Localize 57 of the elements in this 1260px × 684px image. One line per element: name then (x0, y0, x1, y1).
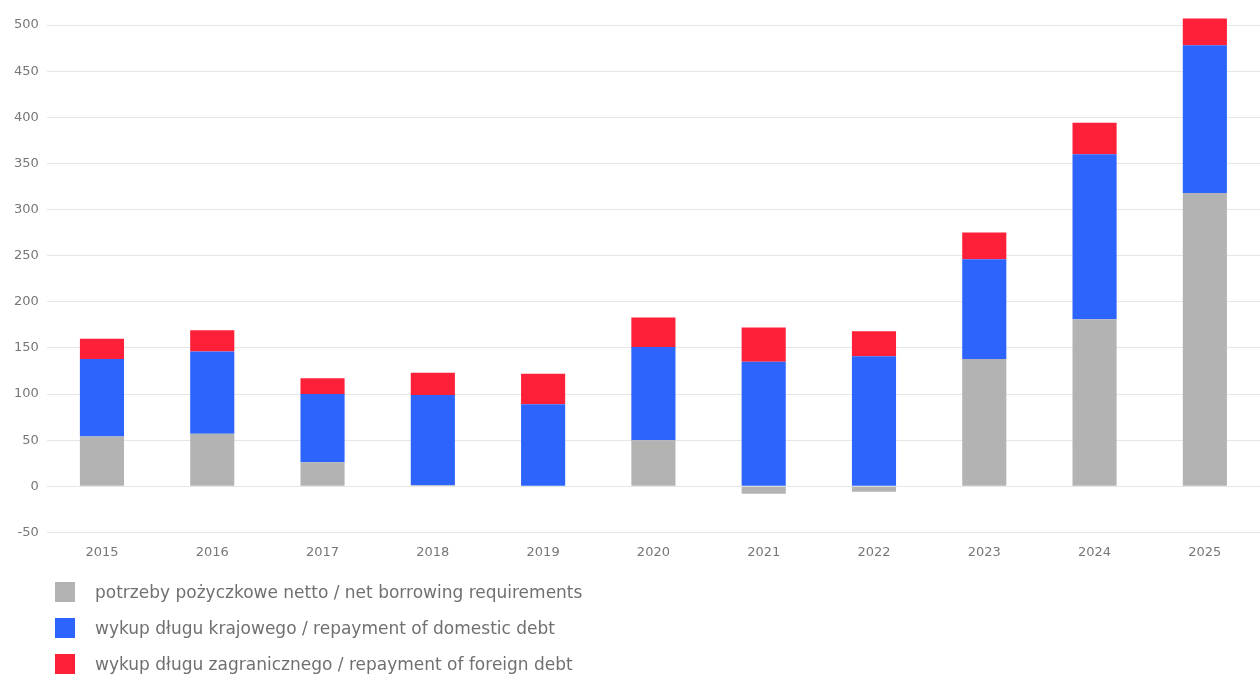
x-tick-label: 2019 (526, 543, 560, 559)
x-tick-label: 2022 (857, 543, 891, 559)
bar (851, 331, 897, 357)
x-tick-label: 2023 (967, 543, 1001, 559)
legend-label: wykup długu krajowego / repayment of domestic debt (95, 618, 555, 638)
bar (190, 433, 235, 486)
y-tick-label: 350 (13, 154, 39, 170)
y-tick-label: 50 (22, 431, 39, 447)
y-tick-label: 200 (13, 293, 39, 309)
bar (410, 394, 455, 486)
bar (300, 394, 345, 463)
bar (1182, 192, 1227, 486)
bar (190, 351, 235, 434)
x-tick-label: 2015 (85, 543, 119, 559)
y-tick-label: 100 (13, 385, 39, 401)
bar (410, 372, 455, 395)
y-tick-label: -50 (17, 523, 39, 539)
bar (962, 358, 1007, 486)
bar (631, 346, 676, 441)
bar (300, 378, 345, 395)
bar (79, 338, 125, 359)
bar (1182, 45, 1227, 193)
bar (1182, 18, 1227, 46)
y-tick-label: 500 (13, 16, 39, 32)
y-tick-label: 300 (13, 200, 39, 216)
bar (1072, 319, 1117, 486)
x-tick-label: 2020 (636, 543, 670, 559)
bar (851, 486, 897, 492)
bar (741, 361, 786, 486)
bar (79, 436, 125, 486)
y-tick-label: 450 (13, 62, 39, 78)
x-tick-label: 2021 (747, 543, 781, 559)
x-tick-label: 2016 (195, 543, 229, 559)
bar (79, 358, 125, 437)
legend-label: potrzeby pożyczkowe netto / net borrowing requirements (95, 582, 583, 602)
bar (631, 440, 676, 486)
legend-label: wykup długu zagranicznego / repayment of foreign debt (95, 654, 573, 674)
bar (962, 259, 1007, 359)
x-tick-label: 2025 (1188, 543, 1222, 559)
bar (1072, 154, 1117, 320)
bar (962, 232, 1007, 260)
y-tick-label: 400 (13, 108, 39, 124)
x-tick-label: 2018 (416, 543, 450, 559)
y-tick-label: 0 (30, 477, 39, 493)
x-tick-label: 2017 (305, 543, 340, 559)
bar (521, 404, 566, 486)
y-tick-label: 250 (13, 247, 39, 263)
bar (1072, 122, 1117, 155)
x-tick-label: 2024 (1078, 543, 1112, 559)
bar (631, 317, 676, 347)
bar (300, 462, 345, 486)
y-tick-label: 150 (13, 339, 39, 355)
bar (851, 356, 897, 486)
bar (190, 330, 235, 352)
bar (741, 486, 786, 494)
bar (741, 327, 786, 362)
bar (521, 373, 566, 405)
